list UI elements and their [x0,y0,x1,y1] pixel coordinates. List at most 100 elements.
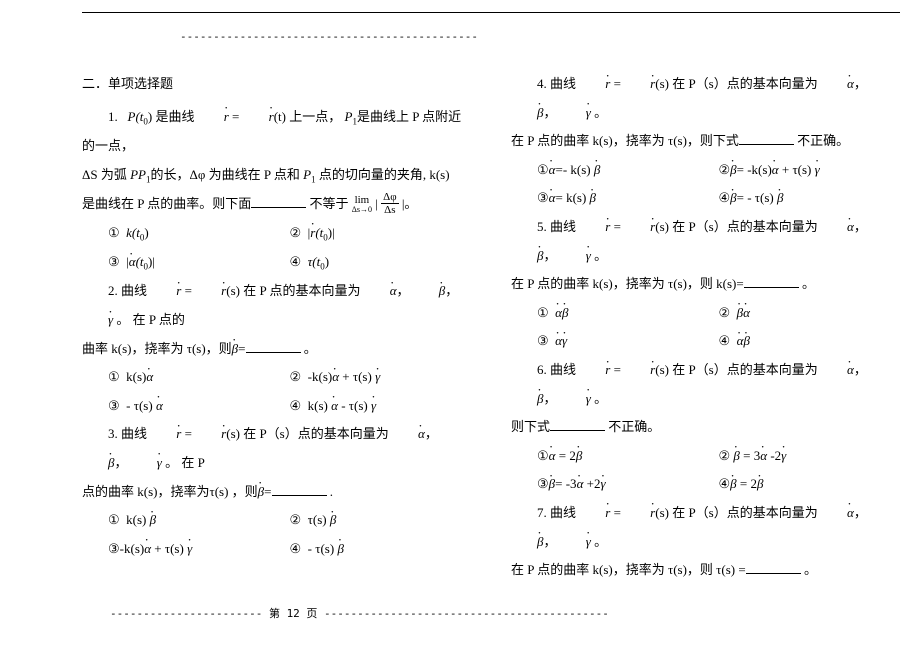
alpha-icon: α [760,442,767,471]
t: (s) 在 P（s）点的基本向量为 [655,219,818,234]
q4-o4: ④β= - τ(s) β [719,184,901,213]
q2-o4: ④ k(s) α - τ(s) γ [290,392,472,421]
gamma-icon: γ [560,242,591,271]
n: ① [537,162,549,177]
alpha-icon: α [392,420,425,449]
q4-o2: ②β= -k(s)α + τ(s) γ [719,156,901,185]
v: β [150,512,156,527]
t: (s) 在 P 点的基本向量为 [226,283,360,298]
alpha-icon: α [364,277,397,306]
a: α [847,505,854,520]
e: = 2 [737,476,757,491]
c: ， [425,426,438,441]
q1-pt0: P(t [128,109,144,124]
v: β [337,541,343,556]
frac-icon: Δφ Δs [381,191,398,216]
l: β [549,476,555,491]
q6-o4: ④β = 2β [719,470,901,499]
q2-o1: ① k(s)α [108,363,290,392]
rt: r [269,109,274,124]
q1-l2b: 的长，Δφ 为曲线在 P 点和 [150,167,303,182]
b: β [439,283,445,298]
a: - τ(s) [126,398,156,413]
t: 曲率 k(s)，挠率为 τ(s)，则 [82,341,232,356]
eq: = [264,484,271,499]
b: β [537,391,543,406]
e: = k(s) [555,190,589,205]
r: r [605,362,610,377]
v: α [772,162,779,177]
r: r [605,76,610,91]
beta-icon: β [413,277,445,306]
a: -k(s) [308,369,333,384]
r-icon: r [624,356,655,385]
g: γ [187,541,192,556]
r: r [310,225,315,240]
g: γ [375,369,380,384]
eq: = [610,362,624,377]
q1-l3b: 不等于 [306,196,352,211]
r: r [650,219,655,234]
q3-line2: 点的曲率 k(s)，挠率为τ(s) ，则β= . [82,478,471,507]
t: 3. 曲线 [108,426,147,441]
content-columns: 二．单项选择题 1. P(t0) 是曲线 r = r(t) 上一点， P1是曲线… [82,70,900,581]
p: 。 [301,341,317,356]
a: α [390,283,397,298]
alpha-icon: α [821,499,854,528]
e: = -3 [555,476,576,491]
den: Δs [381,204,398,216]
r: r [605,505,610,520]
a: τ(s) [308,512,330,527]
b: β [537,534,543,549]
c: ， [543,534,556,549]
n: ④ [719,476,731,491]
r: r [176,426,181,441]
t: 。 [591,534,607,549]
a: k(s) [308,398,331,413]
r-icon: r [624,499,655,528]
beta-icon: β [511,528,543,557]
top-rule [82,12,900,13]
q1-opt2: ② |r(t0)| [290,219,472,248]
g: γ [586,248,591,263]
gamma-icon: γ [560,528,591,557]
alpha-icon: α [129,248,136,277]
e: )| [148,254,155,269]
r-icon: r [195,277,226,306]
c: ， [854,76,867,91]
q3-line1: 3. 曲线 r = r(s) 在 P（s）点的基本向量为 α， β， γ 。 在… [82,420,471,477]
q2-line1: 2. 曲线 r = r(s) 在 P 点的基本向量为 α， β， γ 。 在 P… [82,277,471,334]
n: ② [290,225,302,240]
gamma-icon: γ [815,156,820,185]
v: β [594,162,600,177]
e: ) [325,254,329,269]
q6-line2: 则下式 不正确。 [511,413,900,442]
q1-d: (t) 上一点， [274,109,342,124]
alpha-icon: α [331,392,338,421]
t: τ(t [308,254,321,269]
g: γ [157,455,162,470]
beta-icon: β [743,327,749,356]
footer: ----------------------- 第 12 页 ---------… [110,605,609,621]
q1-opt1: ① k(t0) [108,219,290,248]
c: ， [854,505,867,520]
p: 。 [799,276,815,291]
c: ， [854,362,867,377]
r-icon: r [195,420,226,449]
beta-icon: β [777,184,783,213]
n: ③ [108,254,120,269]
gamma-icon: γ [560,385,591,414]
c: ， [397,283,410,298]
b: γ [562,333,567,348]
r: r [221,426,226,441]
v: α [146,369,153,384]
blank [246,339,301,353]
bar2: |。 [402,196,418,211]
b: β [537,105,543,120]
right-column: 4. 曲线 r = r(s) 在 P（s）点的基本向量为 α， β， γ 。 在… [511,70,900,581]
c: ， [543,248,556,263]
q7-line2: 在 P 点的曲率 k(s)，挠率为 τ(s)，则 τ(s) = 。 [511,556,900,585]
n: ④ [719,190,731,205]
n: ③ [108,398,120,413]
r-icon: r [150,277,181,306]
